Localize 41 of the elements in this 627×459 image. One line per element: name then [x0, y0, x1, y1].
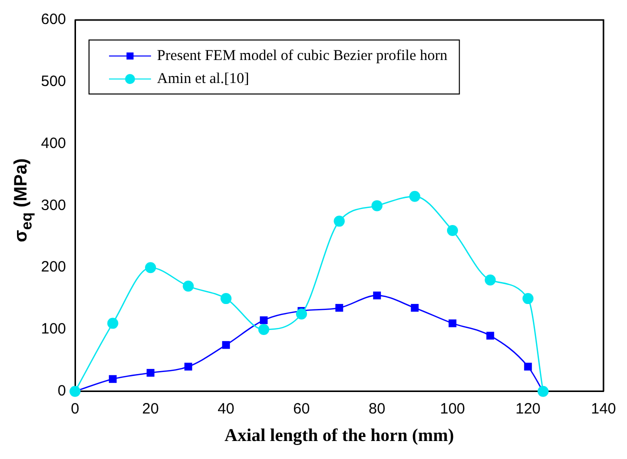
point: [373, 292, 381, 300]
legend-label: Present FEM model of cubic Bezier profile horn: [157, 48, 448, 64]
point: [410, 304, 419, 312]
point: [220, 293, 232, 304]
point: [448, 319, 456, 328]
point: [335, 304, 344, 312]
point: [146, 368, 154, 377]
point: [372, 200, 383, 212]
x-tick-label: 60: [293, 400, 310, 418]
point: [182, 280, 194, 292]
point: [524, 362, 532, 371]
y-tick-label: 0: [58, 382, 66, 400]
point: [108, 375, 117, 383]
x-tick-label: 0: [70, 400, 80, 418]
x-tick-label: 40: [218, 400, 234, 418]
y-tick-label: 100: [40, 320, 66, 338]
x-tick-label: 20: [142, 400, 159, 418]
x-tick-label: 80: [368, 400, 386, 418]
y-tick-label: 400: [40, 134, 66, 152]
point: [107, 318, 118, 329]
point: [296, 308, 308, 320]
x-tick-label: 100: [440, 400, 466, 418]
point: [522, 293, 534, 304]
point: [484, 274, 496, 286]
x-tick-label: 120: [515, 400, 541, 418]
point: [222, 341, 230, 349]
point: [260, 316, 268, 324]
x-tick-label: 140: [590, 400, 616, 418]
point: [258, 324, 270, 335]
legend-label: Amin et al.[10]: [157, 70, 250, 87]
point: [486, 332, 494, 340]
y-tick-label: 500: [40, 73, 66, 90]
x-axis-title: Axial length of the horn (mm): [224, 424, 454, 445]
y-tick-label: 300: [40, 196, 66, 214]
point: [447, 224, 458, 236]
y-tick-label: 200: [40, 258, 66, 276]
point: [334, 216, 345, 227]
y-tick-label: 600: [40, 11, 66, 28]
point: [409, 190, 420, 202]
point: [184, 362, 192, 371]
point: [145, 262, 156, 274]
